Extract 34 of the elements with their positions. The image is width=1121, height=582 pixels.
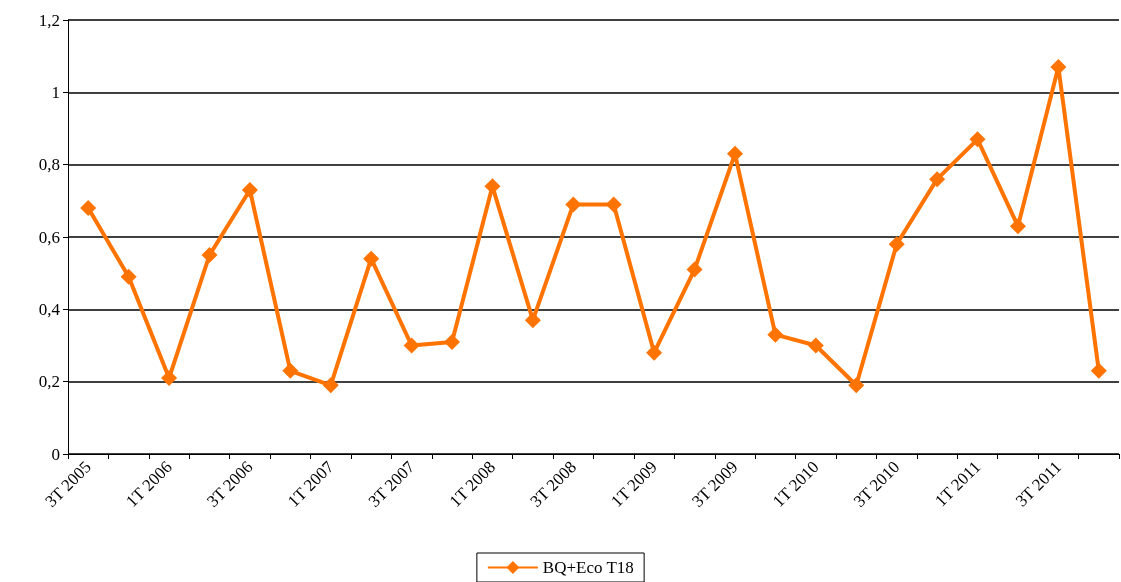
point: [241, 181, 258, 198]
point: [524, 312, 541, 329]
point: [444, 333, 461, 350]
x-tick-label: 3T 2011: [1011, 457, 1066, 511]
point: [1090, 362, 1107, 379]
point: [322, 377, 339, 394]
point: [605, 196, 622, 213]
point: [282, 362, 299, 379]
y-tick-label: 0,8: [38, 155, 60, 175]
point: [686, 261, 703, 278]
point: [646, 344, 663, 361]
point: [807, 337, 824, 354]
y-tick-label: 1,2: [38, 10, 60, 30]
legend-label: BQ+Eco T18: [542, 558, 634, 577]
point: [201, 247, 218, 264]
point: [120, 268, 137, 285]
point: [726, 145, 743, 162]
point: [929, 171, 946, 188]
point: [565, 196, 582, 213]
y-tick-label: 0,2: [38, 372, 60, 392]
point: [161, 370, 178, 387]
y-tick-label: 0: [51, 444, 60, 464]
point: [969, 131, 986, 148]
point: [80, 200, 97, 217]
y-tick-label: 0,6: [38, 227, 60, 247]
y-tick-label: 0,4: [38, 299, 61, 319]
point: [888, 236, 905, 253]
point: [484, 178, 501, 195]
point: [403, 337, 420, 354]
point: [767, 326, 784, 343]
point: [1009, 218, 1026, 235]
point: [363, 250, 380, 267]
point: [848, 377, 865, 394]
y-tick-label: 1: [51, 82, 60, 102]
